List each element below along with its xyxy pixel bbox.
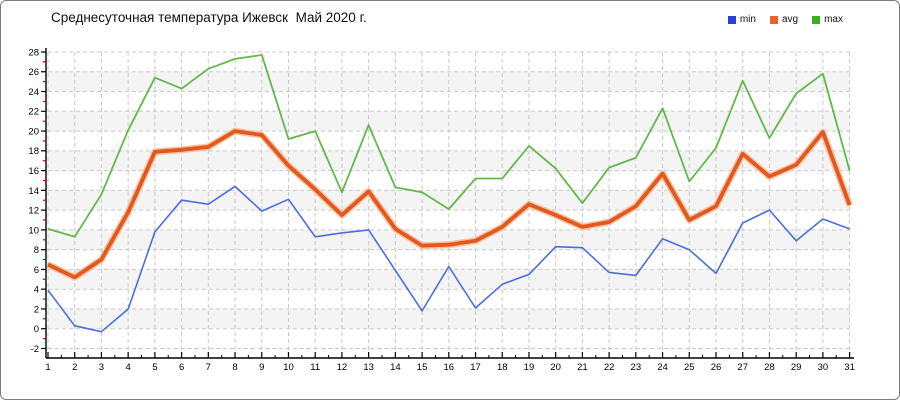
x-axis-label: 31 (844, 362, 855, 373)
x-axis-label: 15 (417, 362, 428, 373)
y-axis-label: 0 (34, 324, 39, 335)
x-axis-label: 23 (631, 362, 642, 373)
x-axis-label: 19 (524, 362, 535, 373)
y-axis-label: 26 (28, 67, 39, 78)
x-axis-label: 30 (818, 362, 829, 373)
temp-band (48, 229, 850, 250)
x-axis-label: 26 (711, 362, 722, 373)
chart-title: Среднесуточная температура Ижевск Май 20… (51, 10, 367, 25)
legend-swatch-min (727, 15, 736, 24)
y-axis-label: 20 (28, 126, 39, 137)
y-axis-label: 6 (34, 265, 39, 276)
x-axis-label: 11 (310, 362, 320, 373)
legend-label-min: min (739, 14, 756, 25)
legend-item-min: min (727, 14, 756, 25)
x-axis-label: 29 (791, 362, 802, 373)
x-axis-label: 6 (179, 362, 184, 373)
legend-item-avg: avg (769, 14, 799, 25)
x-axis-label: 18 (497, 362, 508, 373)
y-axis-label: 28 (28, 47, 39, 58)
x-axis-label: 9 (259, 362, 264, 373)
x-axis-label: 13 (363, 362, 374, 373)
y-axis-label: -2 (31, 344, 39, 355)
x-axis-label: 16 (444, 362, 455, 373)
x-axis-label: 3 (99, 362, 104, 373)
x-axis-label: 27 (737, 362, 748, 373)
legend-label-avg: avg (781, 14, 799, 25)
y-axis-label: 14 (28, 186, 39, 197)
y-axis-label: 24 (28, 87, 39, 98)
x-axis-label: 1 (45, 362, 50, 373)
x-axis-label: 28 (764, 362, 775, 373)
series-avg-line (47, 129, 852, 280)
x-axis-label: 25 (684, 362, 695, 373)
y-axis-label: 10 (28, 225, 39, 236)
series-max-line (47, 54, 851, 238)
y-axis-label: 2 (34, 304, 39, 315)
chart-legend: min avg max (727, 14, 843, 25)
legend-swatch-max (812, 15, 821, 24)
y-axis-label: 16 (28, 166, 39, 177)
x-axis-label: 5 (152, 362, 157, 373)
y-axis-label: 22 (28, 107, 39, 118)
x-axis-label: 20 (550, 362, 561, 373)
x-axis-label: 7 (206, 362, 211, 373)
x-axis-label: 4 (126, 362, 131, 373)
x-axis-label: 22 (604, 362, 615, 373)
series-min-line (47, 185, 850, 333)
x-axis-label: 2 (72, 362, 77, 373)
x-axis-label: 17 (470, 362, 481, 373)
x-axis-label: 10 (283, 362, 294, 373)
x-axis-label: 14 (390, 362, 401, 373)
x-axis-label: 21 (577, 362, 588, 373)
temp-band (48, 111, 850, 132)
x-axis-label: 12 (337, 362, 348, 373)
y-axis-label: 8 (34, 245, 39, 256)
x-axis-label: 8 (232, 362, 237, 373)
x-axis-label: 24 (657, 362, 668, 373)
legend-swatch-avg (769, 15, 778, 24)
legend-item-max: max (812, 14, 843, 25)
legend-label-max: max (824, 14, 843, 25)
y-axis-label: 18 (28, 146, 39, 157)
y-axis-label: 4 (34, 285, 39, 296)
y-axis-label: 12 (28, 206, 39, 217)
